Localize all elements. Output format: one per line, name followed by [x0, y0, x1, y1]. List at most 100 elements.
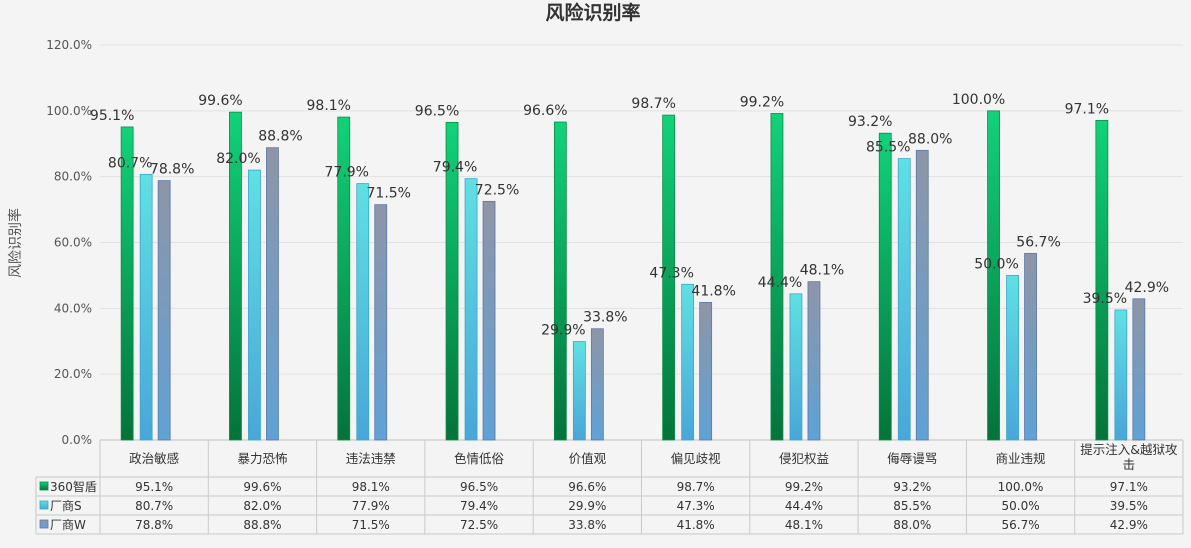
table-cell: 100.0%	[998, 480, 1044, 494]
data-label: 44.4%	[758, 275, 802, 291]
data-label: 85.5%	[866, 140, 910, 156]
category-label: 色情低俗	[454, 451, 505, 466]
data-label: 39.5%	[1083, 291, 1127, 307]
legend-name: 360智盾	[50, 479, 97, 494]
legend-name: 厂商S	[50, 498, 82, 513]
bar-厂商S-偏见歧视	[681, 283, 695, 441]
category-label: 侮辱谩骂	[887, 451, 937, 466]
bar-360智盾-侮辱谩骂	[878, 132, 892, 441]
data-label: 93.2%	[848, 114, 892, 130]
y-tick-label: 0.0%	[62, 433, 93, 447]
bar-厂商S-违法违禁	[356, 183, 370, 441]
bar-marks	[120, 110, 1146, 441]
legend-name: 厂商W	[50, 517, 86, 532]
bar-厂商W-暴力恐怖	[266, 147, 279, 441]
bar-厂商W-色情低俗	[482, 200, 496, 441]
table-cell: 78.8%	[135, 518, 173, 532]
bar-厂商W-提示注入&越狱攻击	[1132, 298, 1146, 441]
data-label: 47.3%	[649, 265, 693, 281]
table-cell: 72.5%	[460, 518, 498, 532]
table-cell: 33.8%	[568, 518, 606, 532]
bar-360智盾-商业违规	[987, 110, 1000, 441]
data-label: 29.9%	[541, 323, 585, 339]
y-tick-label: 100.0%	[46, 104, 92, 118]
table-cell: 88.8%	[243, 518, 281, 532]
bar-厂商W-侮辱谩骂	[915, 149, 929, 441]
bar-360智盾-政治敏感	[120, 126, 134, 441]
data-label: 78.8%	[150, 162, 194, 178]
category-label: 提示注入&越狱攻击	[1080, 442, 1178, 472]
data-label: 99.6%	[198, 93, 242, 109]
bar-厂商W-价值观	[590, 328, 604, 441]
data-label: 56.7%	[1016, 234, 1060, 250]
bar-360智盾-侵犯权益	[770, 113, 784, 441]
data-label: 95.1%	[90, 108, 134, 124]
chart-title: 风险识别率	[545, 1, 640, 24]
data-label: 72.5%	[475, 182, 519, 198]
table-cell: 41.8%	[677, 518, 715, 532]
data-label: 100.0%	[952, 92, 1005, 108]
y-tick-label: 80.0%	[54, 170, 92, 184]
table-cell: 42.9%	[1110, 518, 1148, 532]
table-cell: 88.0%	[893, 518, 931, 532]
data-label: 71.5%	[367, 186, 411, 202]
bar-厂商W-侵犯权益	[807, 281, 821, 441]
bar-360智盾-提示注入&越狱攻击	[1095, 119, 1109, 441]
legend-swatch-2	[39, 519, 49, 529]
table-cell: 48.1%	[785, 518, 823, 532]
category-label: 违法违禁	[346, 451, 396, 466]
table-cell: 77.9%	[352, 499, 390, 513]
y-tick-labels: 0.0% 20.0% 40.0% 60.0% 80.0% 100.0% 120.0%	[46, 38, 92, 447]
table-cell: 44.4%	[785, 499, 823, 513]
data-label: 77.9%	[325, 165, 369, 181]
bar-厂商S-侮辱谩骂	[897, 158, 911, 441]
data-label: 42.9%	[1125, 280, 1169, 296]
category-label: 暴力恐怖	[237, 451, 287, 466]
bar-厂商W-商业违规	[1024, 252, 1037, 441]
bar-厂商W-违法违禁	[374, 204, 388, 441]
bar-厂商S-政治敏感	[139, 173, 153, 441]
category-label: 侵犯权益	[779, 451, 829, 466]
table-cell: 39.5%	[1110, 499, 1148, 513]
table-cell: 95.1%	[135, 480, 173, 494]
table-cell: 80.7%	[135, 499, 173, 513]
data-label: 98.7%	[631, 96, 675, 112]
data-label: 97.1%	[1065, 101, 1109, 117]
table-cell: 82.0%	[243, 499, 281, 513]
bar-厂商S-提示注入&越狱攻击	[1114, 309, 1128, 441]
y-tick-label: 40.0%	[54, 301, 92, 315]
bar-360智盾-色情低俗	[445, 121, 459, 441]
data-label: 96.6%	[523, 103, 567, 119]
data-label: 88.0%	[908, 131, 952, 147]
table-cell: 71.5%	[352, 518, 390, 532]
category-label: 商业违规	[996, 451, 1046, 466]
legend-swatch-1	[39, 500, 49, 510]
bar-厂商S-侵犯权益	[789, 293, 803, 441]
bar-厂商S-暴力恐怖	[248, 169, 261, 441]
legend-swatch-0	[39, 481, 49, 491]
gridlines	[100, 44, 1183, 441]
data-label: 41.8%	[691, 283, 735, 299]
data-table: 政治敏感 暴力恐怖 违法违禁 色情低俗 价值观 偏见歧视 侵犯权益 侮辱谩骂 商业违规 提示注入&…	[35, 440, 1184, 535]
data-label: 96.5%	[415, 103, 459, 119]
y-tick-label: 20.0%	[54, 367, 92, 381]
category-label: 偏见歧视	[671, 451, 722, 466]
bar-360智盾-偏见歧视	[662, 114, 676, 441]
data-label: 82.0%	[216, 151, 260, 167]
category-label: 价值观	[569, 451, 607, 466]
table-cell: 98.1%	[352, 480, 390, 494]
category-label: 政治敏感	[129, 451, 179, 466]
table-cell: 98.7%	[677, 480, 715, 494]
table-cell: 85.5%	[893, 499, 931, 513]
bar-厂商S-价值观	[572, 341, 586, 441]
bar-厂商S-色情低俗	[464, 178, 478, 441]
bar-360智盾-违法违禁	[337, 116, 351, 441]
bar-厂商W-偏见歧视	[699, 302, 713, 441]
data-label: 98.1%	[307, 98, 351, 114]
table-cell: 97.1%	[1110, 480, 1148, 494]
data-label: 50.0%	[974, 256, 1018, 272]
table-cell: 47.3%	[677, 499, 715, 513]
data-label: 99.2%	[740, 94, 784, 110]
table-cell: 50.0%	[1001, 499, 1039, 513]
